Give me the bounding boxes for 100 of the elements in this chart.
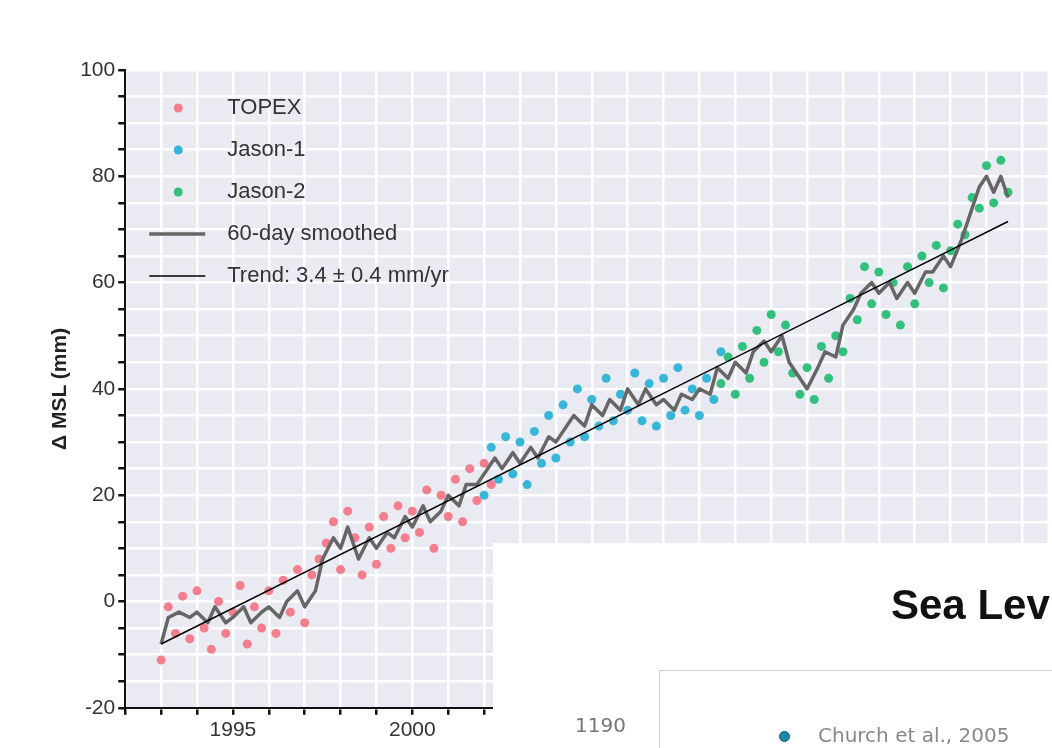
- point: [716, 379, 726, 389]
- point: [903, 262, 913, 272]
- x-tick-label: 2000: [388, 717, 436, 741]
- y-tick-label: 80: [91, 163, 116, 187]
- point: [924, 278, 934, 288]
- point: [465, 464, 475, 474]
- point: [156, 655, 166, 665]
- y-tick-label: -20: [84, 694, 116, 718]
- point: [371, 559, 381, 569]
- point: [357, 570, 367, 580]
- point: [443, 511, 453, 521]
- point: [537, 458, 547, 468]
- text: Sea Lev: [891, 581, 1050, 629]
- point: [859, 262, 869, 272]
- point: [745, 373, 755, 383]
- point: [364, 522, 374, 532]
- point: [910, 299, 920, 309]
- point: [257, 623, 267, 633]
- point: [917, 251, 927, 261]
- point: [737, 341, 747, 351]
- text: Church et al., 2005: [818, 723, 1010, 747]
- point: [221, 628, 231, 638]
- point: [659, 373, 669, 383]
- y-tick-label: 0: [103, 588, 116, 612]
- point: [343, 506, 353, 516]
- point: [185, 634, 195, 644]
- point: [867, 299, 877, 309]
- point: [687, 384, 697, 394]
- point: [199, 623, 209, 633]
- point: [709, 395, 719, 405]
- point: [802, 363, 812, 373]
- point: [838, 347, 848, 357]
- legend-label: 60-day smoothed: [227, 220, 398, 246]
- point: [852, 315, 862, 325]
- legend-label: Jason-1: [227, 136, 306, 162]
- point: [515, 437, 525, 447]
- point: [178, 591, 188, 601]
- point: [752, 325, 762, 335]
- point: [458, 517, 468, 527]
- point: [974, 203, 984, 213]
- point: [644, 379, 654, 389]
- y-tick-label: 100: [80, 56, 116, 80]
- point: [529, 426, 539, 436]
- point: [666, 410, 676, 420]
- point: [336, 565, 346, 575]
- point: [214, 597, 224, 606]
- point: [680, 405, 690, 415]
- point: [472, 496, 482, 506]
- point: [637, 416, 647, 426]
- point: [558, 400, 568, 410]
- point: [508, 469, 518, 479]
- point: [996, 155, 1006, 165]
- point: [285, 607, 295, 617]
- point: [415, 527, 424, 537]
- point: [235, 581, 245, 591]
- x-tick-label: 1995: [209, 717, 257, 741]
- point: [242, 639, 252, 649]
- legend-label: Trend: 3.4 ± 0.4 mm/yr: [227, 262, 449, 288]
- point: [271, 628, 281, 638]
- point: [716, 347, 726, 357]
- y-axis-title: Δ MSL (mm): [47, 327, 71, 450]
- point: [544, 410, 554, 420]
- point: [300, 618, 310, 628]
- legend-label: TOPEX: [227, 94, 302, 120]
- point: [386, 543, 396, 553]
- y-tick-label: 60: [91, 269, 116, 293]
- text: 1190: [575, 713, 626, 737]
- y-tick-label: 40: [91, 375, 116, 399]
- point: [781, 320, 791, 330]
- point: [436, 490, 446, 500]
- point: [407, 506, 417, 516]
- point: [816, 341, 826, 351]
- point: [694, 410, 704, 420]
- point: [163, 602, 173, 612]
- point: [429, 543, 439, 553]
- point: [759, 357, 769, 367]
- point: [501, 432, 511, 442]
- point: [400, 533, 410, 543]
- point: [615, 389, 625, 399]
- point: [479, 458, 489, 468]
- point: [249, 602, 259, 612]
- point: [572, 384, 582, 394]
- point: [730, 389, 740, 399]
- point: [630, 368, 640, 378]
- point: [824, 373, 834, 383]
- point: [931, 240, 941, 250]
- point: [795, 389, 805, 399]
- point: [989, 198, 999, 208]
- point: [206, 644, 216, 654]
- point: [953, 219, 963, 229]
- point: [522, 480, 532, 490]
- point: [766, 309, 776, 319]
- point: [881, 309, 891, 319]
- point: [601, 373, 611, 383]
- point: [673, 363, 683, 373]
- point: [874, 267, 884, 277]
- point: [486, 442, 496, 452]
- point: [773, 347, 783, 357]
- point: [938, 283, 948, 293]
- point: [981, 161, 991, 171]
